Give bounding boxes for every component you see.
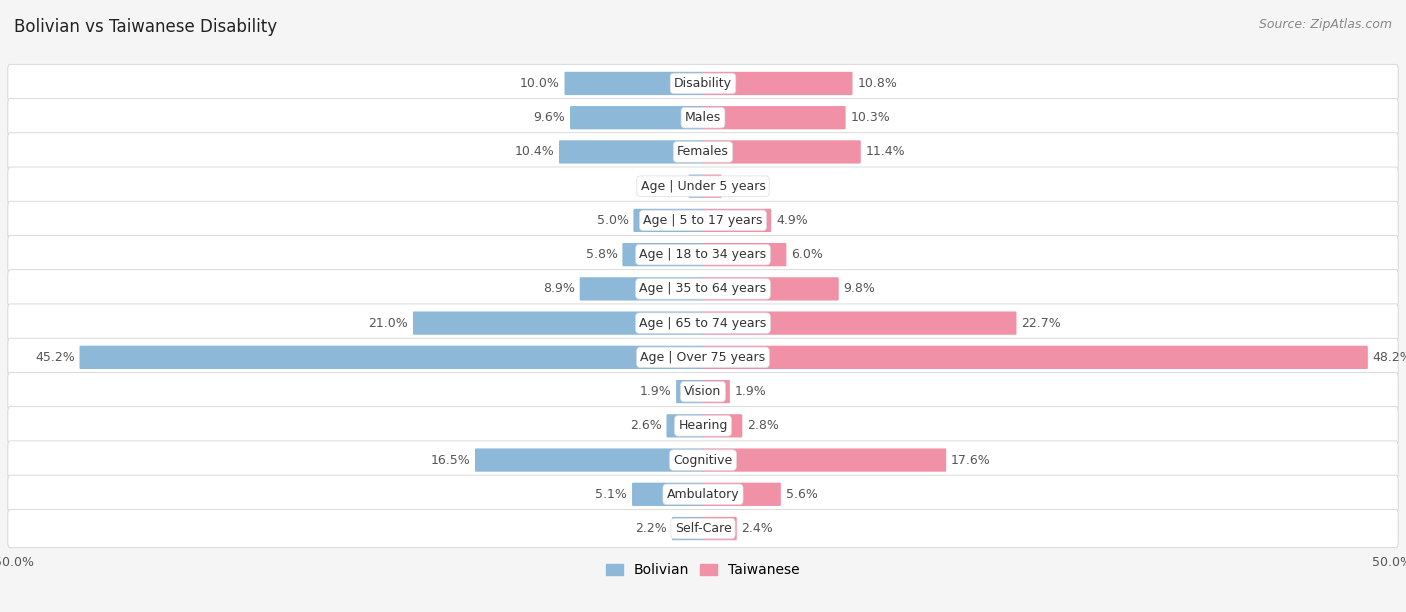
FancyBboxPatch shape bbox=[8, 373, 1398, 411]
Text: 4.9%: 4.9% bbox=[776, 214, 808, 227]
Text: Males: Males bbox=[685, 111, 721, 124]
Text: Disability: Disability bbox=[673, 77, 733, 90]
FancyBboxPatch shape bbox=[666, 414, 703, 438]
FancyBboxPatch shape bbox=[8, 236, 1398, 274]
Text: 8.9%: 8.9% bbox=[543, 282, 575, 296]
Text: 1.0%: 1.0% bbox=[652, 180, 683, 193]
FancyBboxPatch shape bbox=[703, 209, 772, 232]
FancyBboxPatch shape bbox=[560, 140, 703, 163]
Text: 11.4%: 11.4% bbox=[866, 146, 905, 159]
FancyBboxPatch shape bbox=[8, 270, 1398, 308]
Text: 10.3%: 10.3% bbox=[851, 111, 890, 124]
FancyBboxPatch shape bbox=[8, 64, 1398, 103]
Text: 10.0%: 10.0% bbox=[520, 77, 560, 90]
FancyBboxPatch shape bbox=[703, 106, 845, 129]
FancyBboxPatch shape bbox=[8, 99, 1398, 137]
FancyBboxPatch shape bbox=[579, 277, 703, 300]
Text: Bolivian vs Taiwanese Disability: Bolivian vs Taiwanese Disability bbox=[14, 18, 277, 36]
FancyBboxPatch shape bbox=[703, 72, 852, 95]
Text: 21.0%: 21.0% bbox=[368, 316, 408, 330]
FancyBboxPatch shape bbox=[475, 449, 703, 472]
FancyBboxPatch shape bbox=[703, 380, 730, 403]
Text: 10.4%: 10.4% bbox=[515, 146, 554, 159]
Text: 48.2%: 48.2% bbox=[1372, 351, 1406, 364]
FancyBboxPatch shape bbox=[8, 441, 1398, 479]
FancyBboxPatch shape bbox=[703, 346, 1368, 369]
FancyBboxPatch shape bbox=[703, 174, 721, 198]
FancyBboxPatch shape bbox=[8, 475, 1398, 513]
Text: 1.9%: 1.9% bbox=[640, 385, 671, 398]
Legend: Bolivian, Taiwanese: Bolivian, Taiwanese bbox=[600, 558, 806, 583]
Text: 16.5%: 16.5% bbox=[430, 453, 470, 466]
FancyBboxPatch shape bbox=[703, 483, 780, 506]
FancyBboxPatch shape bbox=[676, 380, 703, 403]
Text: 6.0%: 6.0% bbox=[792, 248, 823, 261]
Text: 1.9%: 1.9% bbox=[735, 385, 766, 398]
FancyBboxPatch shape bbox=[703, 517, 737, 540]
Text: Age | Under 5 years: Age | Under 5 years bbox=[641, 180, 765, 193]
FancyBboxPatch shape bbox=[623, 243, 703, 266]
Text: Source: ZipAtlas.com: Source: ZipAtlas.com bbox=[1258, 18, 1392, 31]
Text: 5.1%: 5.1% bbox=[595, 488, 627, 501]
Text: 10.8%: 10.8% bbox=[858, 77, 897, 90]
FancyBboxPatch shape bbox=[703, 312, 1017, 335]
FancyBboxPatch shape bbox=[80, 346, 703, 369]
Text: 2.6%: 2.6% bbox=[630, 419, 662, 432]
Text: 2.2%: 2.2% bbox=[636, 522, 668, 535]
FancyBboxPatch shape bbox=[634, 209, 703, 232]
FancyBboxPatch shape bbox=[565, 72, 703, 95]
Text: 17.6%: 17.6% bbox=[950, 453, 991, 466]
Text: 50.0%: 50.0% bbox=[1372, 556, 1406, 569]
FancyBboxPatch shape bbox=[703, 449, 946, 472]
FancyBboxPatch shape bbox=[8, 304, 1398, 342]
FancyBboxPatch shape bbox=[8, 167, 1398, 206]
FancyBboxPatch shape bbox=[569, 106, 703, 129]
Text: Age | 65 to 74 years: Age | 65 to 74 years bbox=[640, 316, 766, 330]
Text: Age | 18 to 34 years: Age | 18 to 34 years bbox=[640, 248, 766, 261]
FancyBboxPatch shape bbox=[8, 509, 1398, 548]
FancyBboxPatch shape bbox=[703, 277, 839, 300]
FancyBboxPatch shape bbox=[703, 243, 786, 266]
Text: 5.0%: 5.0% bbox=[596, 214, 628, 227]
Text: Hearing: Hearing bbox=[678, 419, 728, 432]
Text: Ambulatory: Ambulatory bbox=[666, 488, 740, 501]
Text: Females: Females bbox=[678, 146, 728, 159]
Text: Self-Care: Self-Care bbox=[675, 522, 731, 535]
FancyBboxPatch shape bbox=[672, 517, 703, 540]
Text: Cognitive: Cognitive bbox=[673, 453, 733, 466]
FancyBboxPatch shape bbox=[8, 338, 1398, 376]
Text: 22.7%: 22.7% bbox=[1021, 316, 1062, 330]
Text: 9.6%: 9.6% bbox=[533, 111, 565, 124]
FancyBboxPatch shape bbox=[8, 201, 1398, 239]
FancyBboxPatch shape bbox=[633, 483, 703, 506]
Text: 45.2%: 45.2% bbox=[35, 351, 75, 364]
Text: Age | Over 75 years: Age | Over 75 years bbox=[641, 351, 765, 364]
FancyBboxPatch shape bbox=[413, 312, 703, 335]
Text: 50.0%: 50.0% bbox=[0, 556, 34, 569]
Text: Age | 5 to 17 years: Age | 5 to 17 years bbox=[644, 214, 762, 227]
Text: 2.8%: 2.8% bbox=[747, 419, 779, 432]
Text: 2.4%: 2.4% bbox=[741, 522, 773, 535]
FancyBboxPatch shape bbox=[8, 133, 1398, 171]
Text: 1.3%: 1.3% bbox=[727, 180, 758, 193]
Text: 9.8%: 9.8% bbox=[844, 282, 876, 296]
FancyBboxPatch shape bbox=[689, 174, 703, 198]
Text: Age | 35 to 64 years: Age | 35 to 64 years bbox=[640, 282, 766, 296]
FancyBboxPatch shape bbox=[703, 140, 860, 163]
FancyBboxPatch shape bbox=[8, 406, 1398, 445]
Text: Vision: Vision bbox=[685, 385, 721, 398]
Text: 5.6%: 5.6% bbox=[786, 488, 817, 501]
Text: 5.8%: 5.8% bbox=[585, 248, 617, 261]
FancyBboxPatch shape bbox=[703, 414, 742, 438]
